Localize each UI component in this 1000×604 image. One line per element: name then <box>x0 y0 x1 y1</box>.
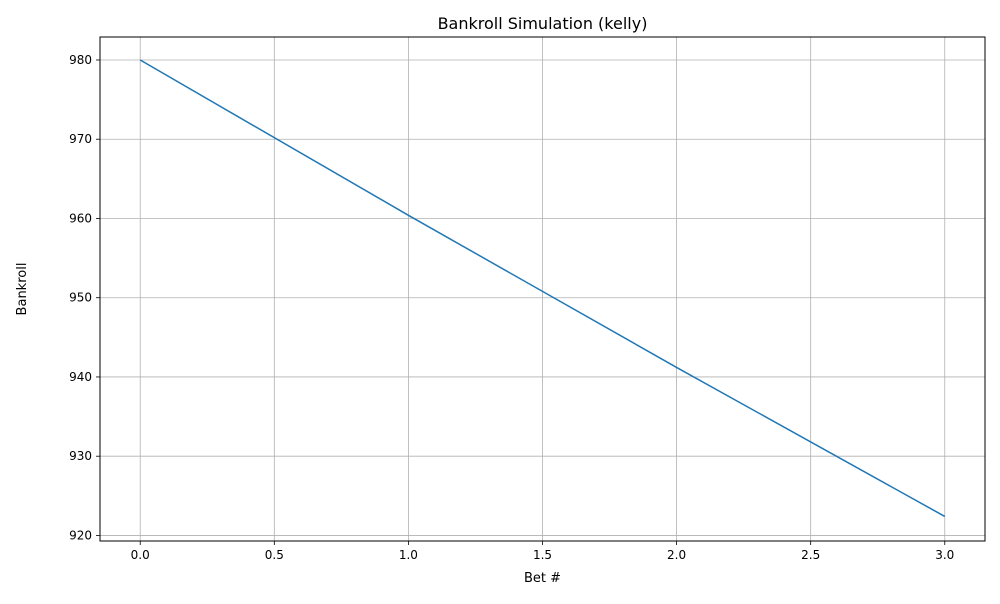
y-tick-label: 970 <box>69 132 92 146</box>
x-tick-label: 0.0 <box>131 548 150 562</box>
y-tick-label: 930 <box>69 449 92 463</box>
series-line <box>139 59 946 518</box>
x-tick-label: 2.5 <box>801 548 820 562</box>
y-tick-label: 950 <box>69 291 92 305</box>
x-axis-ticks: 0.0 0.5 1.0 1.5 2.0 2.5 3.0 <box>131 541 954 562</box>
y-tick-label: 960 <box>69 211 92 225</box>
x-tick-label: 1.0 <box>399 548 418 562</box>
series-layer <box>139 59 946 518</box>
x-tick-label: 3.0 <box>935 548 954 562</box>
x-axis-label: Bet # <box>524 571 561 586</box>
x-tick-label: 1.5 <box>533 548 552 562</box>
grid <box>100 37 985 541</box>
x-tick-label: 2.0 <box>667 548 686 562</box>
y-tick-label: 920 <box>69 528 92 542</box>
y-axis-ticks: 920 930 940 950 960 970 980 <box>69 53 100 542</box>
chart-title: Bankroll Simulation (kelly) <box>438 14 648 33</box>
y-axis-label: Bankroll <box>15 263 30 316</box>
y-tick-label: 940 <box>69 370 92 384</box>
y-tick-label: 980 <box>69 53 92 67</box>
x-tick-label: 0.5 <box>265 548 284 562</box>
